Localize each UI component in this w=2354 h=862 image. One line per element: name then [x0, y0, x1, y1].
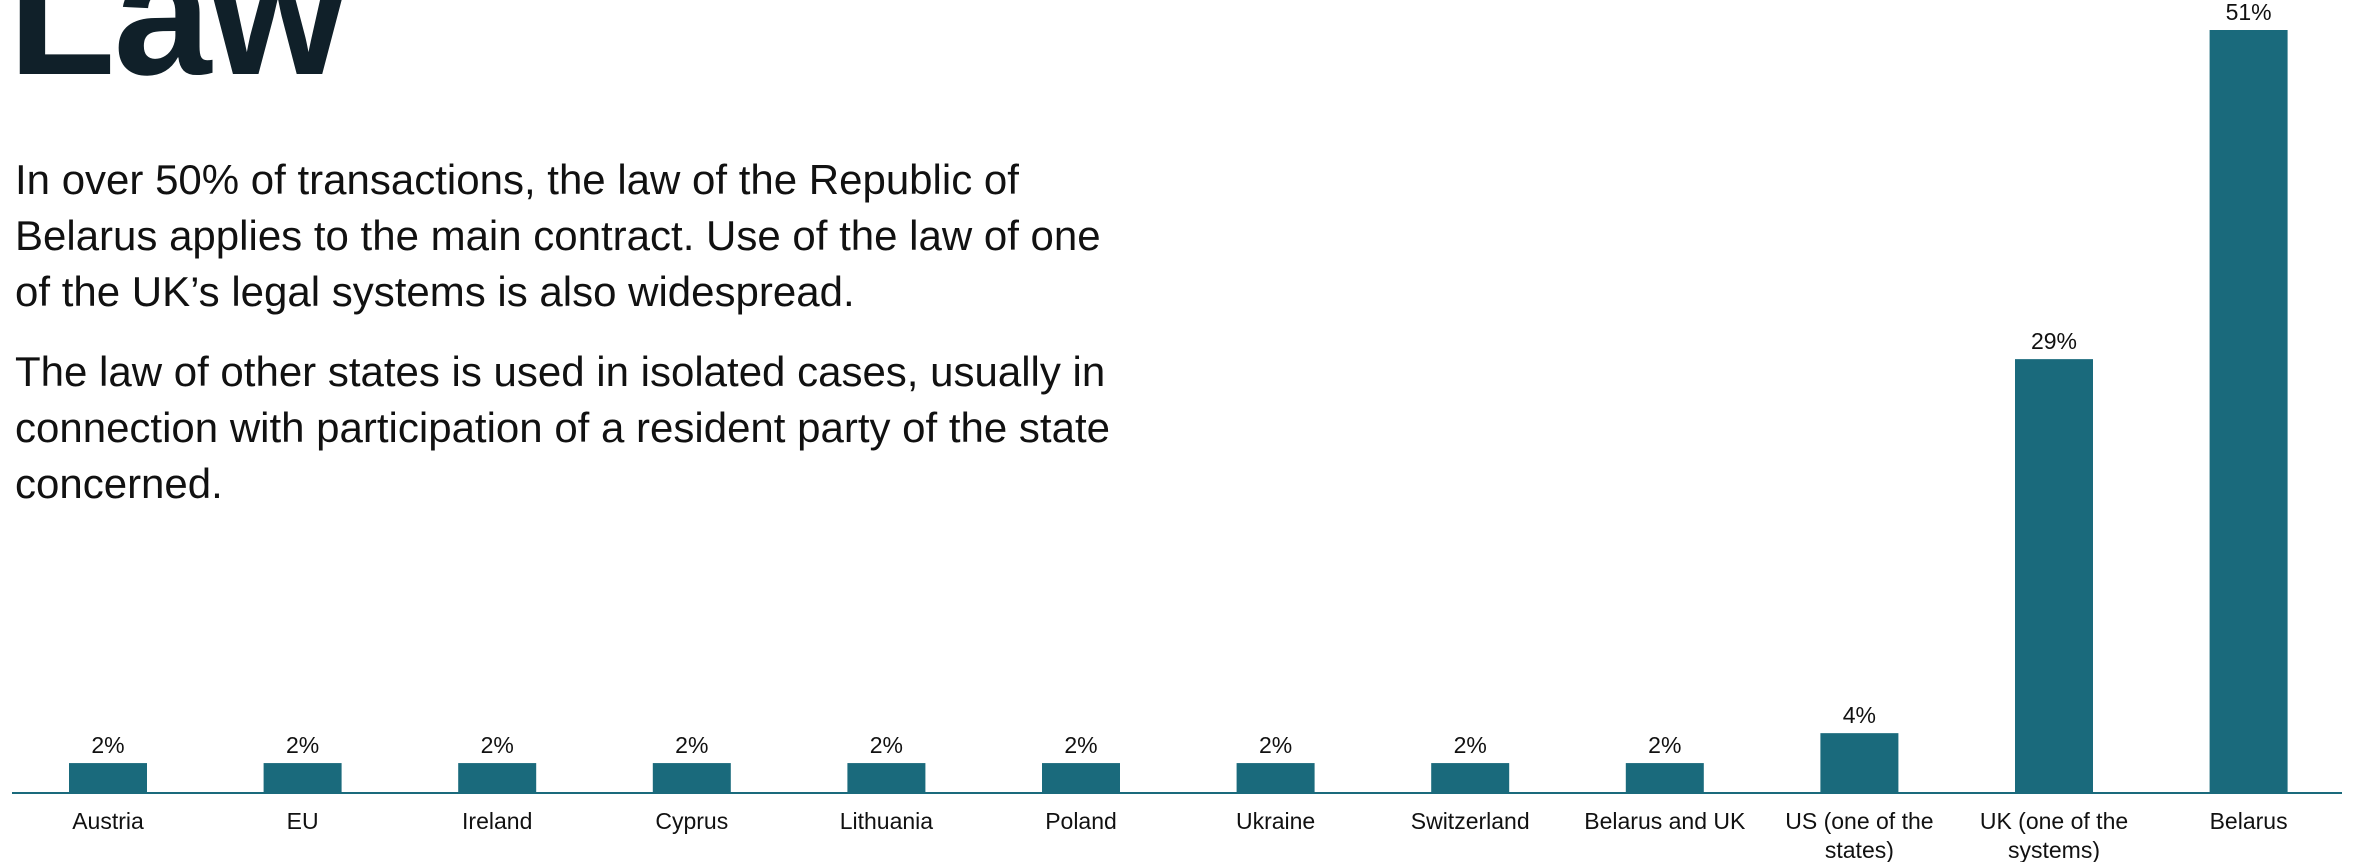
data-label: 29%: [2031, 328, 2077, 354]
bar: [847, 763, 926, 793]
x-tick-label: Ireland: [462, 808, 532, 834]
data-label: 2%: [1454, 732, 1487, 758]
x-tick-label: Ukraine: [1236, 808, 1315, 834]
bar: [652, 763, 731, 793]
x-tick-label-line: US (one of the: [1785, 808, 1933, 834]
bar: [2015, 359, 2093, 793]
x-tick-label: EU: [287, 808, 319, 834]
x-tick-label-line: Belarus: [2210, 808, 2288, 834]
x-tick-label: Lithuania: [840, 808, 934, 834]
bar: [2209, 30, 2288, 793]
x-tick-label: Belarus: [2210, 808, 2288, 834]
bar: [1625, 763, 1704, 793]
x-tick-label-line: Ireland: [462, 808, 532, 834]
bar: [1431, 763, 1510, 793]
description-paragraph-1: In over 50% of transactions, the law of …: [15, 156, 1101, 315]
bar: [1042, 763, 1120, 793]
x-tick-label-line: Cyprus: [655, 808, 728, 834]
bar: [69, 763, 147, 793]
data-label: 2%: [870, 732, 903, 758]
x-tick-label: UK (one of the systems): [1980, 808, 2128, 862]
data-label: 2%: [91, 732, 124, 758]
x-tick-label-line: Poland: [1045, 808, 1117, 834]
x-tick-label: Austria: [72, 808, 144, 834]
bar: [263, 763, 342, 793]
x-tick-label: Cyprus: [655, 808, 728, 834]
x-tick-label: Poland: [1045, 808, 1117, 834]
data-label: 51%: [2226, 0, 2272, 25]
data-label: 2%: [286, 732, 319, 758]
x-tick-label-line: Ukraine: [1236, 808, 1315, 834]
data-label: 2%: [1064, 732, 1097, 758]
x-tick-label: US (one of the states): [1785, 808, 1933, 862]
data-label: 4%: [1843, 702, 1876, 728]
x-tick-label-line: UK (one of the: [1980, 808, 2128, 834]
x-tick-label-line: states): [1825, 837, 1894, 862]
x-tick-label: Belarus and UK: [1584, 808, 1746, 834]
x-tick-label: Switzerland: [1411, 808, 1530, 834]
bar: [458, 763, 537, 793]
x-tick-label-line: Lithuania: [840, 808, 934, 834]
data-label: 2%: [1259, 732, 1292, 758]
data-label: 2%: [1648, 732, 1681, 758]
x-tick-label-line: Belarus and UK: [1584, 808, 1746, 834]
x-tick-label-line: Switzerland: [1411, 808, 1530, 834]
data-label: 2%: [481, 732, 514, 758]
data-label: 2%: [675, 732, 708, 758]
description-paragraph-2: The law of other states is used in isola…: [15, 348, 1110, 507]
x-tick-label-line: systems): [2008, 837, 2100, 862]
bar: [1820, 733, 1899, 793]
bar: [1236, 763, 1315, 793]
page-title: Law: [8, 0, 346, 112]
x-tick-label-line: EU: [287, 808, 319, 834]
x-tick-label-line: Austria: [72, 808, 144, 834]
description: In over 50% of transactions, the law of …: [15, 152, 1145, 536]
